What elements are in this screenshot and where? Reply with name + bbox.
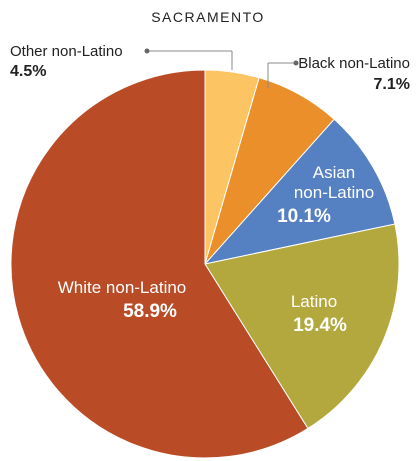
- pie-slices: [10, 69, 400, 459]
- chart-title: SACRAMENTO: [151, 9, 265, 25]
- inlabel-asian: Asian non-Latino 10.1%: [277, 163, 374, 227]
- slice-label-asian-line1: Asian: [313, 163, 356, 182]
- inlabel-white: White non-Latino 58.9%: [58, 278, 187, 322]
- slice-label-latino: Latino: [291, 292, 337, 311]
- slice-label-asian-line2: non-Latino: [294, 183, 374, 202]
- pie-slice-asian: [203, 118, 396, 265]
- inlabel-latino: Latino 19.4%: [291, 292, 347, 336]
- slice-value-asian: 10.1%: [277, 206, 331, 227]
- slice-label-other: Other non-Latino: [10, 43, 123, 60]
- leader-dot-black: [293, 60, 299, 66]
- pie-slice-white: [10, 69, 309, 459]
- slice-value-black: 7.1%: [374, 76, 410, 93]
- callout-black: Black non-Latino 7.1%: [267, 55, 410, 93]
- callout-other: Other non-Latino 4.5%: [10, 43, 233, 80]
- pie-slice-latino: [204, 223, 400, 430]
- slice-label-black: Black non-Latino: [298, 55, 410, 72]
- leader-dot-other: [144, 48, 150, 54]
- slice-value-other: 4.5%: [10, 63, 46, 80]
- slice-value-latino: 19.4%: [293, 315, 347, 336]
- slice-label-white: White non-Latino: [58, 278, 187, 297]
- slice-value-white: 58.9%: [123, 301, 177, 322]
